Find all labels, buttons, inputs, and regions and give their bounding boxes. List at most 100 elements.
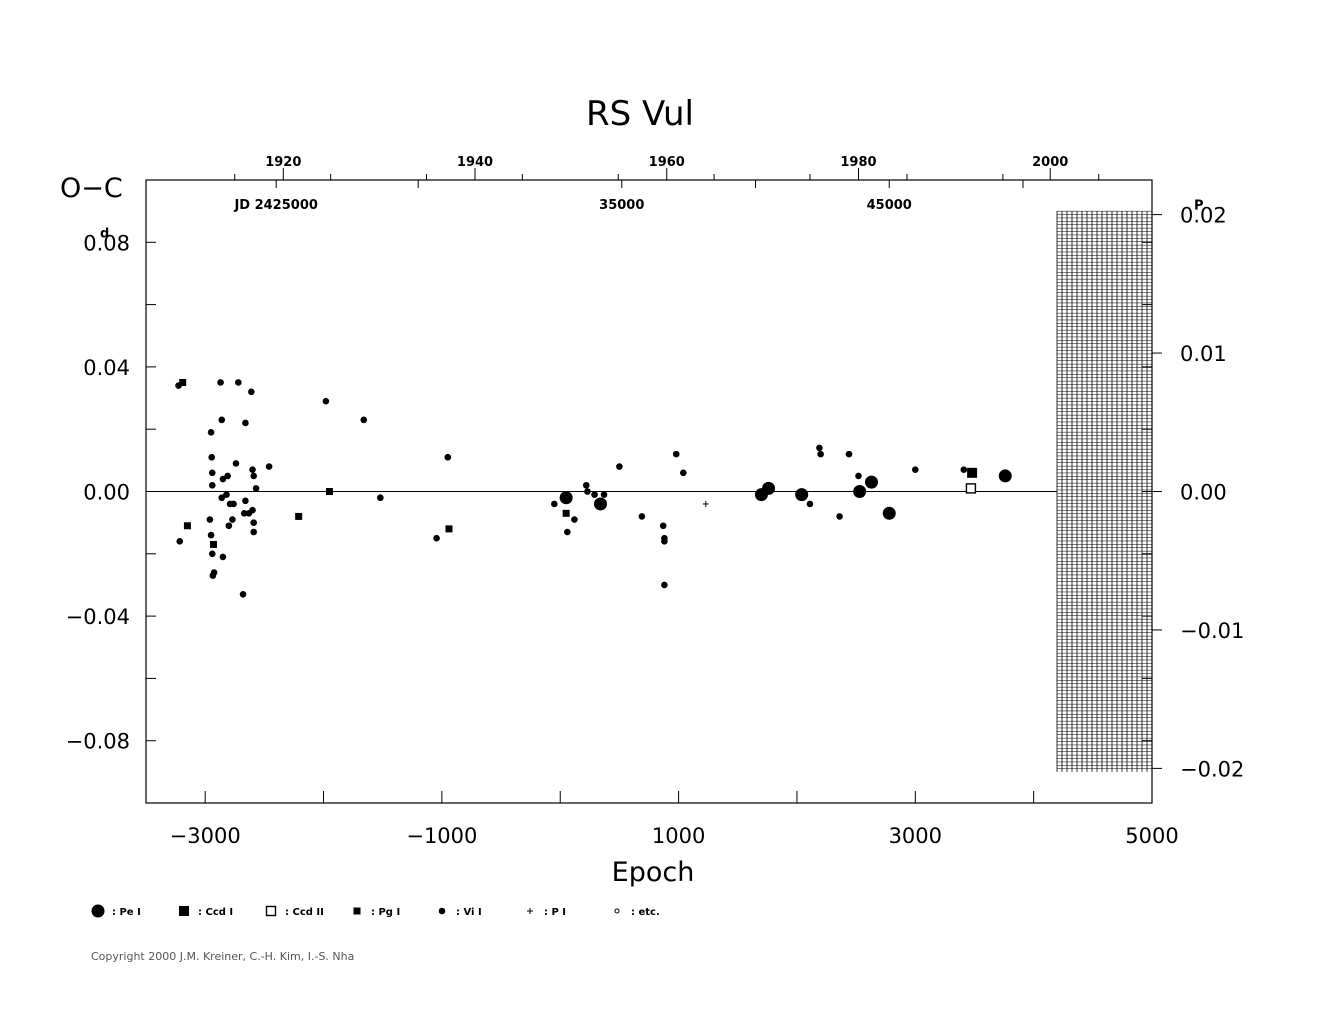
data-point-vis	[239, 590, 247, 598]
data-point-pg	[295, 512, 303, 520]
data-point-vis	[806, 500, 814, 508]
data-point-vis	[616, 463, 623, 470]
axes: 0.08 0.04 0.00 −0.04 −0.08 d 0.02 0.01 0.00 −0.01…	[66, 155, 1245, 848]
data-point-pe	[853, 485, 867, 498]
legend: : Pe I: Ccd I: Ccd II: Pg I: Vi I: P I: …	[91, 904, 660, 918]
data-point-vis	[250, 519, 258, 526]
y-tick-label: 0.04	[83, 356, 130, 380]
jd-label: JD 2425000	[233, 198, 317, 213]
data-point-ccd2	[965, 483, 977, 494]
right-tick-label: 0.01	[1180, 342, 1227, 366]
data-point-pg	[183, 522, 191, 530]
data-point-pg	[209, 540, 217, 548]
x-tick-label: −1000	[406, 824, 477, 848]
data-point-vis	[223, 491, 230, 498]
data-point-vis	[600, 491, 608, 498]
data-point-vis	[444, 453, 452, 461]
legend-marker-pp	[527, 908, 533, 914]
data-point-vis	[638, 513, 646, 520]
year-tick-label: 2000	[1032, 155, 1068, 170]
copyright-text: Copyright 2000 J.M. Kreiner, C.-H. Kim, …	[91, 950, 355, 963]
data-point-pe	[795, 488, 809, 502]
data-point-pe	[865, 475, 879, 489]
data-point-vis	[250, 472, 258, 480]
data-point-pg	[562, 509, 570, 517]
data-point-vis	[591, 491, 598, 498]
jd-label: 35000	[599, 198, 644, 213]
y-tick-label: 0.00	[83, 481, 130, 505]
data-point-vis	[208, 453, 215, 461]
data-point-vis	[249, 466, 256, 473]
data-point-vis	[206, 516, 214, 523]
data-point-vis	[230, 500, 237, 508]
data-point-vis	[960, 466, 968, 473]
data-point-vis	[208, 550, 216, 558]
data-point-vis	[845, 450, 853, 458]
y-axis-title: O−C	[60, 173, 123, 204]
data-point-pe	[593, 497, 607, 511]
data-point-vis	[571, 516, 578, 523]
data-point-vis	[584, 488, 591, 495]
data-point-vis	[252, 485, 260, 492]
data-point-pg	[445, 525, 453, 533]
data-point-vis	[680, 469, 687, 477]
year-tick-label: 1980	[840, 155, 876, 170]
legend-marker-pe	[91, 904, 105, 918]
data-point-vis	[229, 516, 236, 523]
data-point-vis	[250, 528, 258, 536]
right-tick-label: 0.02	[1180, 204, 1227, 228]
year-tick-label: 1920	[265, 155, 301, 170]
data-point-vis	[225, 522, 233, 530]
data-point-vis	[855, 472, 862, 480]
data-point-pp	[702, 500, 709, 507]
data-point-pg	[179, 378, 187, 386]
data-point-pe	[762, 481, 776, 495]
data-point-vis	[219, 553, 227, 561]
legend-label: : Pg I	[371, 907, 400, 918]
data-point-pe	[998, 469, 1012, 483]
data-point-vis	[816, 444, 823, 452]
y-unit-label: d	[100, 226, 109, 241]
data-point-vis	[433, 534, 440, 542]
data-point-vis	[265, 463, 273, 470]
data-point-vis	[836, 513, 843, 520]
data-point-vis	[248, 388, 255, 396]
data-point-pe	[559, 491, 573, 505]
data-point-vis	[207, 531, 215, 539]
x-axis-title: Epoch	[612, 857, 695, 888]
legend-marker-etc	[614, 908, 620, 914]
legend-marker-ccd2	[265, 905, 277, 917]
right-tick-label: 0.00	[1180, 481, 1227, 505]
right-unit-label: P	[1194, 199, 1204, 214]
right-tick-label: −0.01	[1180, 619, 1244, 643]
jd-label: 45000	[867, 198, 912, 213]
data-point-vis	[232, 460, 240, 467]
year-tick-label: 1960	[649, 155, 685, 170]
y-tick-label: −0.08	[66, 730, 130, 754]
data-point-vis	[176, 538, 184, 545]
x-tick-label: 3000	[889, 824, 942, 848]
data-point-vis	[551, 500, 558, 508]
data-point-vis	[240, 510, 248, 517]
legend-label: : Ccd I	[198, 907, 233, 918]
legend-label: : Vi I	[456, 907, 482, 918]
data-point-vis	[219, 475, 227, 483]
data-point-vis	[210, 569, 218, 576]
legend-marker-ccd1	[179, 906, 189, 916]
x-tick-label: 5000	[1125, 824, 1178, 848]
x-tick-label: −3000	[170, 824, 241, 848]
legend-label: : P I	[544, 907, 566, 918]
y-tick-label: −0.04	[66, 605, 130, 629]
x-tick-label: 1000	[652, 824, 705, 848]
data-point-pg	[325, 488, 333, 495]
data-point-vis	[224, 472, 231, 480]
data-point-vis	[235, 379, 242, 386]
data-point-vis	[672, 450, 680, 458]
data-point-vis	[322, 397, 330, 405]
data-point-vis	[249, 506, 256, 514]
chart-title: RS Vul	[586, 94, 694, 134]
data-point-vis	[208, 481, 216, 489]
data-point-vis	[218, 494, 226, 502]
data-point-vis	[218, 416, 226, 424]
